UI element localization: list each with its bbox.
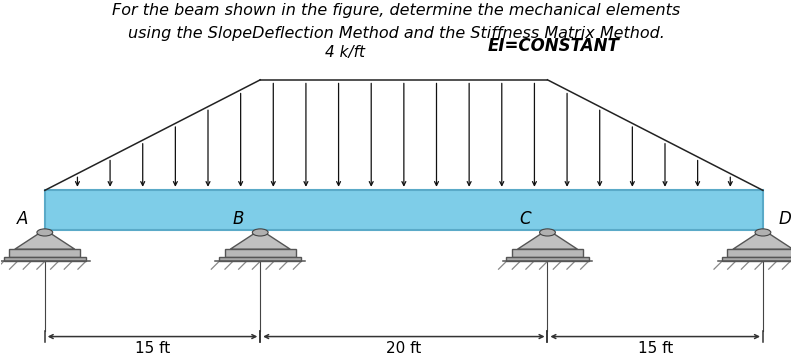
Text: 4 k/ft: 4 k/ft — [325, 45, 364, 60]
Text: C: C — [519, 210, 531, 228]
Text: For the beam shown in the figure, determine the mechanical elements: For the beam shown in the figure, determ… — [112, 3, 680, 18]
Circle shape — [252, 229, 268, 236]
Text: using the SlopeDeflection Method and the Stiffness Matrix Method.: using the SlopeDeflection Method and the… — [128, 26, 665, 42]
Bar — [512, 249, 583, 257]
Bar — [10, 249, 80, 257]
Polygon shape — [518, 230, 577, 249]
Bar — [722, 257, 794, 261]
Bar — [4, 257, 86, 261]
Text: D: D — [779, 210, 792, 228]
Circle shape — [540, 229, 555, 236]
Polygon shape — [733, 230, 793, 249]
Text: EI=CONSTANT: EI=CONSTANT — [488, 37, 620, 55]
Polygon shape — [230, 230, 291, 249]
Circle shape — [37, 229, 52, 236]
Bar — [219, 257, 301, 261]
Polygon shape — [15, 230, 75, 249]
Text: 20 ft: 20 ft — [386, 341, 422, 356]
Circle shape — [755, 229, 771, 236]
Bar — [44, 190, 763, 230]
Text: 15 ft: 15 ft — [135, 341, 170, 356]
Text: B: B — [233, 210, 244, 228]
Text: 15 ft: 15 ft — [638, 341, 673, 356]
Bar — [225, 249, 295, 257]
Text: A: A — [17, 210, 29, 228]
Bar — [727, 249, 794, 257]
Bar — [507, 257, 588, 261]
